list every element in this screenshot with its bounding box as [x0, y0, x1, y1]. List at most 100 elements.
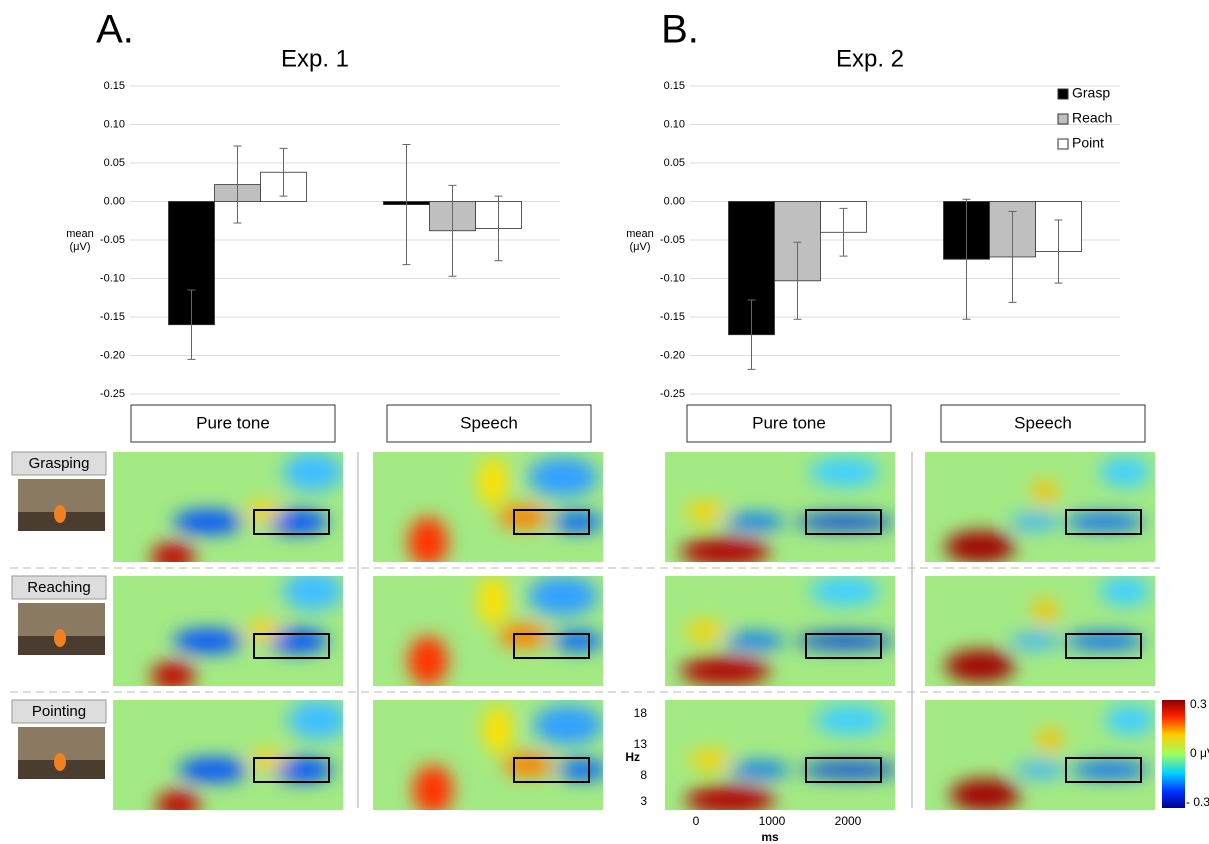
- heatmap-blob: [1070, 762, 1150, 778]
- colorbar-label: 0.3: [1190, 697, 1207, 711]
- chart-title: Exp. 2: [836, 45, 904, 72]
- y-tick-label: -0.05: [100, 234, 125, 246]
- colorbar-label: - 0.3: [1186, 795, 1209, 809]
- chart: 0.3 0 μV - 0.3 18 13 8 3 Hz 0 1000 2000 …: [0, 0, 1209, 844]
- heatmap: [113, 452, 343, 571]
- heatmap: [373, 700, 608, 815]
- hm-tick: 1000: [759, 814, 786, 828]
- hm-tick: 13: [634, 737, 648, 751]
- heatmap: [925, 576, 1155, 686]
- heatmap-blob: [553, 512, 603, 532]
- photo-object: [54, 505, 66, 523]
- heatmap-blob: [503, 753, 553, 777]
- legend-swatch: [1058, 89, 1068, 99]
- heatmap-blob: [478, 576, 508, 626]
- heatmap-blob: [528, 457, 598, 497]
- hm-tick: 2000: [835, 814, 862, 828]
- legend-swatch: [1058, 139, 1068, 149]
- hm-xlabel: ms: [761, 830, 779, 844]
- heatmap: [925, 452, 1155, 563]
- heatmap-blob: [1033, 480, 1057, 504]
- y-tick-label: 0.15: [104, 80, 125, 92]
- heatmap: [665, 452, 895, 566]
- legend-label: Grasp: [1072, 85, 1110, 101]
- heatmap-blob: [288, 700, 348, 740]
- heatmap-blob: [1010, 514, 1060, 530]
- category-label: Pure tone: [196, 413, 270, 432]
- heatmap-blob: [950, 779, 1020, 811]
- hm-tick: 8: [640, 768, 647, 782]
- figure: 0.3 0 μV - 0.3 18 13 8 3 Hz 0 1000 2000 …: [0, 0, 1209, 844]
- row-label: Reaching: [27, 579, 90, 596]
- heatmap-blob: [1033, 599, 1057, 623]
- heatmap-blob: [1015, 762, 1065, 778]
- category-label: Speech: [460, 413, 518, 432]
- legend-label: Reach: [1072, 110, 1112, 126]
- y-tick-label: 0.05: [664, 157, 685, 169]
- heatmap-blob: [156, 791, 200, 819]
- hm-tick: 3: [640, 794, 647, 808]
- heatmap-blob: [685, 786, 775, 814]
- hm-tick: 18: [634, 706, 648, 720]
- heatmap: [665, 576, 895, 686]
- heatmap-blob: [250, 750, 286, 770]
- heatmap-blob: [283, 571, 343, 611]
- heatmap-blob: [685, 621, 725, 641]
- row-label: Grasping: [29, 455, 90, 472]
- legend-swatch: [1058, 114, 1068, 124]
- chart-title: Exp. 1: [281, 45, 349, 72]
- y-tick-label: -0.05: [660, 234, 685, 246]
- y-tick-label: -0.20: [660, 349, 685, 361]
- heatmap-blob: [690, 750, 730, 770]
- heatmap: [665, 700, 900, 814]
- colorbar-label: 0 μV: [1190, 746, 1209, 760]
- y-tick-label: 0.10: [664, 118, 685, 130]
- heatmap-blob: [413, 765, 453, 815]
- heatmap-blob: [498, 624, 548, 648]
- heatmap-blob: [1100, 576, 1150, 606]
- heatmap-blob: [558, 760, 608, 780]
- heatmap-blob: [483, 705, 513, 755]
- heatmap-blob: [478, 457, 508, 507]
- heatmap-blob: [173, 629, 243, 653]
- y-axis-label: mean (μV): [620, 228, 660, 254]
- heatmap-blob: [283, 452, 343, 492]
- heatmap-blob: [245, 502, 281, 522]
- heatmap-blob: [1038, 728, 1062, 752]
- y-tick-label: 0.00: [664, 195, 685, 207]
- y-tick-label: 0.05: [104, 157, 125, 169]
- heatmap-blob: [810, 457, 880, 487]
- heatmap-blob: [945, 650, 1015, 682]
- heatmap-blob: [685, 502, 725, 522]
- heatmap-blob: [408, 636, 448, 686]
- heatmap-blob: [800, 762, 900, 778]
- y-tick-label: -0.10: [660, 272, 685, 284]
- heatmap-blob: [528, 576, 598, 616]
- y-tick-label: -0.25: [660, 388, 685, 400]
- heatmap: [373, 452, 603, 567]
- heatmap-blob: [1105, 705, 1155, 735]
- photo-object: [54, 753, 66, 771]
- heatmap: [113, 700, 348, 819]
- heatmap-blob: [945, 531, 1015, 563]
- hm-ylabel: Hz: [625, 750, 640, 764]
- heatmap-blob: [408, 517, 448, 567]
- heatmap-blob: [1010, 633, 1060, 649]
- y-tick-label: -0.25: [100, 388, 125, 400]
- heatmap-blob: [810, 576, 880, 606]
- category-label: Speech: [1014, 413, 1072, 432]
- heatmap-blob: [533, 705, 603, 745]
- y-tick-label: -0.15: [660, 311, 685, 323]
- heatmap-blob: [680, 538, 770, 566]
- heatmap-blob: [498, 505, 548, 529]
- y-tick-label: -0.10: [100, 272, 125, 284]
- heatmap-blob: [173, 510, 243, 534]
- heatmap-blob: [151, 543, 195, 571]
- heatmap-blob: [245, 621, 281, 641]
- heatmap: [113, 571, 343, 690]
- heatmap-blob: [151, 662, 195, 690]
- heatmap-blob: [815, 705, 885, 735]
- heatmap-blob: [178, 758, 248, 782]
- y-tick-label: -0.20: [100, 349, 125, 361]
- panel-letter: A.: [96, 8, 134, 52]
